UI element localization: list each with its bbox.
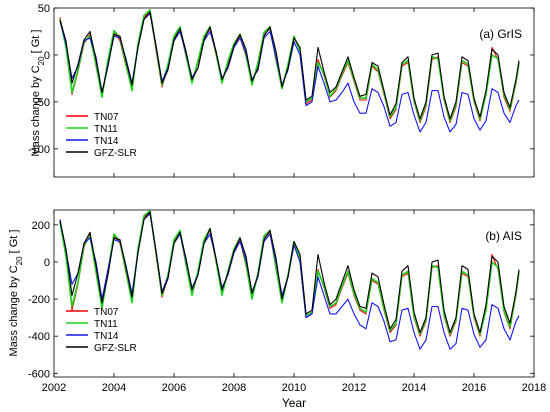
y-tick-label: -50 xyxy=(34,97,50,109)
ylabel-subscript: 20 xyxy=(37,56,46,65)
x-tick-label: 2008 xyxy=(222,382,246,394)
x-tick-label: 2010 xyxy=(282,382,306,394)
y-tick-labels: 50 0 -50 -100 xyxy=(28,3,534,156)
x-tick-labels: 2002 2004 2006 2008 2010 2012 2014 2016 2018 xyxy=(42,382,546,394)
x-tick-marks xyxy=(53,8,535,177)
legend-label: TN11 xyxy=(94,124,118,135)
panel-grIS: 500-50-100 (a) GrIS TN07TN11TN14GFZ-SLR … xyxy=(28,3,535,178)
ylabel-subscript: 20 xyxy=(15,256,24,265)
y-tick-label: 0 xyxy=(44,257,50,269)
series-line-gfz-slr xyxy=(59,11,520,120)
x-axis-label: Year xyxy=(282,396,306,410)
x-tick-label: 2006 xyxy=(162,382,186,394)
legend-label: GFZ-SLR xyxy=(94,148,137,159)
x-tick-label: 2012 xyxy=(342,382,366,394)
x-tick-label: 2018 xyxy=(522,382,546,394)
legend-label: TN07 xyxy=(94,307,119,318)
legend-label: TN07 xyxy=(94,112,119,123)
y-tick-label: 50 xyxy=(38,3,50,15)
x-tick-label: 2016 xyxy=(462,382,486,394)
legend-label: TN11 xyxy=(94,319,118,330)
series-line-tn07 xyxy=(59,211,520,337)
y-axis-label: Mass change by C20 [ Gt ] xyxy=(30,30,46,157)
x-tick-label: 2004 xyxy=(102,382,126,394)
y-tick-labels: 200 0 -200 -400 -600 xyxy=(28,220,534,380)
y-tick-label: -600 xyxy=(28,368,50,380)
series-line-gfz-slr xyxy=(59,211,520,334)
y-tick-label: -100 xyxy=(28,144,50,156)
y-tick-label: -400 xyxy=(28,331,50,343)
x-tick-marks xyxy=(53,210,535,377)
y-axis-label: Mass change by C20 [ Gt ] xyxy=(8,230,24,357)
panel-label: (b) AIS xyxy=(485,229,522,243)
panel-label: (a) GrIS xyxy=(479,27,522,41)
panel-AIS: 200 0 -200 -400 -600 (b) AIS TN07TN11TN14GFZ… xyxy=(8,209,535,380)
y-tick-label: 0 xyxy=(44,50,50,62)
ylabel-main: Mass change by C xyxy=(8,265,20,356)
series-line-tn11 xyxy=(59,210,520,336)
series-group xyxy=(59,210,520,350)
y-tick-label: 200 xyxy=(32,220,50,232)
y-tick-label: -200 xyxy=(28,294,50,306)
ylabel-unit: [ Gt ] xyxy=(8,230,20,257)
series-line-tn07 xyxy=(59,11,520,124)
ylabel-unit: [ Gt ] xyxy=(30,30,42,57)
legend-label: TN14 xyxy=(94,136,119,147)
ylabel-main: Mass change by C xyxy=(30,65,42,156)
legend-label: TN14 xyxy=(94,331,119,342)
x-tick-label: 2014 xyxy=(402,382,426,394)
legend-label: GFZ-SLR xyxy=(94,343,137,354)
series-group xyxy=(59,9,520,133)
x-tick-label: 2002 xyxy=(42,382,66,394)
